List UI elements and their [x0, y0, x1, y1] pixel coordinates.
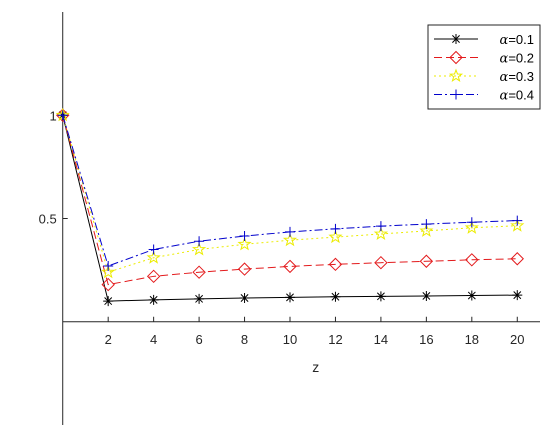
series-4	[57, 110, 523, 271]
data-point	[465, 253, 479, 267]
legend-label: α=0.1	[500, 32, 534, 48]
x-axis-label: z	[312, 359, 319, 375]
data-point	[148, 244, 159, 255]
y-tick-label: 0.5	[39, 212, 57, 227]
data-point	[103, 296, 114, 307]
legend-label-value: =0.2	[508, 51, 534, 66]
data-point	[419, 254, 434, 268]
data-point	[373, 226, 388, 241]
legend-label: α=0.3	[500, 69, 534, 85]
data-point	[101, 277, 115, 292]
legend-entry: α=0.3	[434, 68, 534, 85]
x-tick-label: 2	[105, 332, 112, 347]
data-point	[419, 223, 434, 237]
data-point	[192, 242, 207, 256]
legend-entry: α=0.1	[434, 32, 534, 48]
legend-marker	[448, 68, 464, 83]
data-point	[146, 269, 161, 284]
data-point	[283, 259, 297, 274]
legend-entry: α=0.2	[434, 51, 534, 67]
series-line	[62, 115, 518, 302]
data-point	[374, 255, 388, 270]
data-point	[101, 264, 116, 279]
x-tick-label: 6	[195, 332, 202, 347]
data-point	[464, 220, 479, 234]
data-point	[375, 221, 386, 232]
data-point	[375, 291, 386, 302]
x-tick-label: 8	[241, 332, 248, 347]
data-point	[330, 291, 341, 302]
x-tick-label: 12	[328, 332, 342, 347]
x-tick-label: 16	[419, 332, 433, 347]
y-tick-label: 1	[49, 108, 56, 123]
data-point	[421, 219, 432, 230]
legend-label: α=0.4	[500, 88, 534, 104]
data-point	[466, 217, 477, 228]
data-point	[330, 223, 341, 234]
legend-label-symbol: α	[500, 52, 509, 67]
legend-marker	[451, 34, 461, 44]
plot-area	[55, 107, 525, 307]
legend-label-symbol: α	[500, 33, 509, 48]
legend: α=0.1α=0.2α=0.3α=0.4	[427, 24, 541, 110]
data-point	[512, 290, 523, 301]
legend-marker	[449, 50, 463, 65]
legend-entry: α=0.4	[434, 88, 534, 104]
data-point	[421, 290, 432, 301]
legend-label: α=0.2	[500, 51, 534, 67]
x-tick-label: 20	[510, 332, 524, 347]
data-point	[57, 110, 68, 121]
data-point	[192, 265, 206, 279]
data-point	[237, 262, 252, 276]
data-point	[146, 250, 161, 264]
data-point	[237, 236, 252, 251]
data-point	[194, 236, 205, 247]
legend-label-symbol: α	[500, 70, 509, 85]
data-point	[328, 229, 343, 244]
legend-label-value: =0.1	[508, 32, 534, 47]
data-point	[194, 293, 205, 304]
series-line	[62, 115, 518, 273]
data-point	[510, 218, 525, 232]
legend-label-symbol: α	[500, 89, 509, 104]
data-point	[328, 257, 343, 272]
data-point	[512, 215, 523, 226]
legend-label-value: =0.4	[508, 88, 534, 103]
series-line	[62, 115, 518, 267]
data-point	[103, 260, 114, 271]
x-tick-label: 4	[150, 332, 157, 347]
data-point	[282, 232, 298, 247]
data-point	[510, 252, 524, 266]
data-point	[239, 293, 250, 304]
data-point	[148, 294, 159, 305]
legend-marker	[451, 89, 461, 100]
x-tick-label: 18	[465, 332, 479, 347]
x-tick-label: 14	[374, 332, 388, 347]
series-1	[57, 110, 523, 307]
data-point	[285, 292, 295, 303]
data-point	[285, 226, 295, 237]
series-line	[62, 115, 518, 286]
legend-label-value: =0.3	[508, 69, 534, 84]
series-2	[56, 108, 524, 292]
data-point	[239, 231, 250, 242]
chart-axes: 2 4 6 8 10 12 14 16 18 20 0.5 1 z	[39, 12, 540, 425]
series-3	[55, 107, 525, 279]
x-tick-label: 10	[283, 332, 297, 347]
data-point	[466, 290, 477, 301]
